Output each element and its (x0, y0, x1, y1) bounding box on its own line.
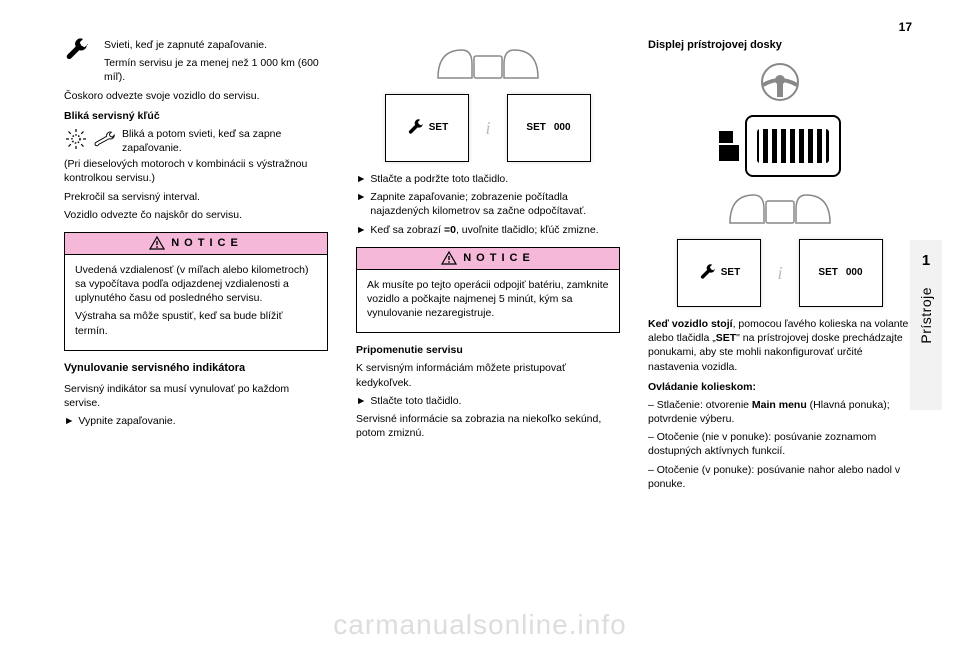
text: Výstraha sa môže spustiť, keď sa bude bl… (75, 309, 317, 337)
text: Prekročil sa servisný interval. (64, 190, 328, 204)
text: – Otočenie (nie v ponuke): posúvanie zoz… (648, 430, 912, 458)
page-number: 17 (899, 20, 912, 34)
text: , uvoľnite tlačidlo; kľúč zmizne. (456, 224, 599, 236)
text: Otočenie (nie v ponuke): posúvanie zozna… (648, 431, 876, 457)
divider-icon: i (777, 261, 782, 285)
set-label: SET (721, 266, 740, 280)
text: Termín servisu je za menej než 1 000 km … (104, 56, 328, 84)
bullet: ► Vypnite zapaľovanie. (64, 414, 328, 428)
notice-box: NOTICE Uvedená vzdialenosť (v míľach ale… (64, 232, 328, 351)
set-000-illustration: SET 000 (799, 239, 883, 307)
set-button-illustration: SET (385, 94, 469, 162)
screen-icon (745, 115, 841, 177)
notice-header: NOTICE (65, 233, 327, 255)
text: Ak musíte po tejto operácii odpojiť baté… (367, 278, 609, 321)
text: Vozidlo odvezte čo najskôr do servisu. (64, 208, 328, 222)
bold-text: Main menu (752, 399, 807, 411)
text: Vypnite zapaľovanie. (78, 414, 175, 428)
text: – Otočenie (v ponuke): posúvanie nahor a… (648, 463, 912, 491)
heading-display: Displej prístrojovej dosky (648, 38, 912, 53)
bold-text: Keď vozidlo stojí (648, 318, 733, 330)
section-title: Prístroje (918, 287, 934, 344)
text: (Pri dieselových motoroch v kombinácii s… (64, 157, 328, 185)
column-3: Displej prístrojovej dosky (648, 38, 912, 495)
cluster-diagram: SET i SET 000 (648, 187, 912, 307)
flash-icon (64, 127, 88, 155)
manual-page: 17 1 Prístroje Svieti, keď je zapnuté za… (0, 0, 960, 649)
set-000-illustration: SET 000 (507, 94, 591, 162)
cluster-icon (720, 187, 840, 231)
text: Stlačte toto tlačidlo. (370, 394, 461, 408)
heading-blink: Bliká servisný kľúč (64, 109, 328, 123)
column-2: SET i SET 000 ► Stlačte a podržte toto tl… (356, 38, 620, 495)
wrench-icon (64, 38, 90, 89)
text: Bliká a potom svieti, keď sa zapne zapaľ… (122, 127, 328, 155)
text: Keď sa zobrazí (370, 224, 444, 236)
bullet: ►Zapnite zapaľovanie; zobrazenie počítad… (356, 190, 620, 218)
triangle-icon: ► (356, 223, 366, 237)
set-button-illustration: SET (677, 239, 761, 307)
text: K servisným informáciám môžete pristupov… (356, 361, 620, 389)
set-inline: SET (716, 332, 736, 344)
wrench-icon (407, 119, 425, 137)
steering-diagram (648, 59, 912, 177)
watermark: carmanualsonline.info (0, 609, 960, 641)
text: Otočenie (v ponuke): posúvanie nahor ale… (648, 464, 900, 490)
set-label: SET (818, 266, 837, 280)
eq-zero: =0 (444, 224, 456, 236)
text: Servisný indikátor sa musí vynulovať po … (64, 382, 328, 410)
triangle-icon: ► (64, 414, 74, 428)
column-1: Svieti, keď je zapnuté zapaľovanie. Term… (64, 38, 328, 495)
side-tab: 1 Prístroje (908, 240, 942, 410)
text: Svieti, keď je zapnuté zapaľovanie. (104, 38, 328, 52)
text: Servisné informácie sa zobrazia na nieko… (356, 412, 620, 440)
layers-icon (719, 131, 739, 161)
heading-wheel: Ovládanie kolieskom: (648, 380, 912, 394)
cluster-diagram: SET i SET 000 (356, 42, 620, 162)
counter-000: 000 (846, 266, 863, 280)
text: Čoskoro odvezte svoje vozidlo do servisu… (64, 89, 328, 103)
text: Stlačte a podržte toto tlačidlo. (370, 172, 508, 186)
text: – Stlačenie: otvorenie Main menu (Hlavná… (648, 398, 912, 426)
cluster-icon (428, 42, 548, 86)
counter-000: 000 (554, 121, 571, 135)
divider-icon: i (485, 116, 490, 140)
bullet: ► Keď sa zobrazí =0, uvoľnite tlačidlo; … (356, 223, 620, 237)
triangle-icon: ► (356, 190, 366, 218)
warning-icon (441, 251, 457, 265)
text: Stlačenie: otvorenie (657, 399, 752, 411)
steering-wheel-icon (757, 59, 803, 109)
wrench-icon (699, 264, 717, 282)
notice-title: NOTICE (463, 251, 535, 266)
bullet: ► Stlačte a podržte toto tlačidlo. (356, 172, 620, 186)
set-label: SET (429, 121, 448, 135)
triangle-icon: ► (356, 172, 366, 186)
text: Zapnite zapaľovanie; zobrazenie počítadl… (370, 190, 620, 218)
content-columns: Svieti, keď je zapnuté zapaľovanie. Term… (64, 38, 912, 495)
warning-icon (149, 236, 165, 250)
notice-header: NOTICE (357, 248, 619, 270)
bullet: ► Stlačte toto tlačidlo. (356, 394, 620, 408)
set-label: SET (526, 121, 545, 135)
notice-title: NOTICE (171, 236, 243, 251)
text: Keď sa zobrazí =0, uvoľnite tlačidlo; kľ… (370, 223, 598, 237)
notice-body: Uvedená vzdialenosť (v míľach alebo kilo… (65, 255, 327, 350)
notice-body: Ak musíte po tejto operácii odpojiť baté… (357, 270, 619, 333)
heading-reset: Vynulovanie servisného indikátora (64, 361, 328, 376)
heading-reminder: Pripomenutie servisu (356, 343, 620, 357)
wrench-small-icon (94, 131, 116, 151)
chapter-number: 1 (922, 252, 930, 269)
text: Keď vozidlo stojí, pomocou ľavého kolies… (648, 317, 912, 374)
notice-box: NOTICE Ak musíte po tejto operácii odpoj… (356, 247, 620, 334)
text: Uvedená vzdialenosť (v míľach alebo kilo… (75, 263, 317, 306)
triangle-icon: ► (356, 394, 366, 408)
